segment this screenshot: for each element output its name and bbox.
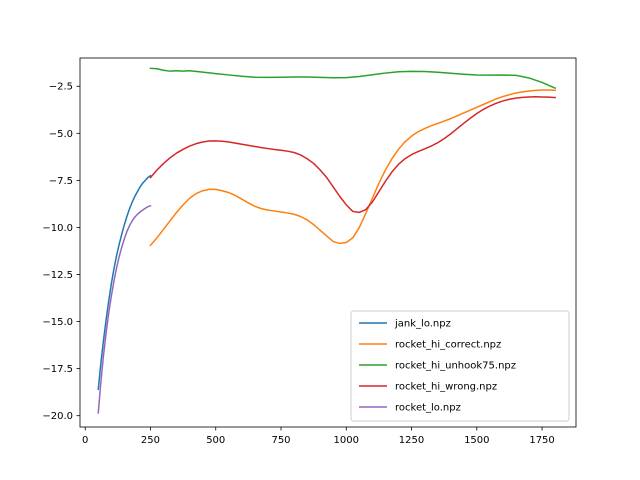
- y-tick-label: −20.0: [42, 411, 73, 422]
- x-tick-label: 1750: [529, 435, 554, 446]
- y-tick-label: −7.5: [49, 176, 73, 187]
- legend-label-3: rocket_hi_wrong.npz: [395, 382, 497, 393]
- x-tick-label: 1500: [464, 435, 489, 446]
- legend-box: [350, 310, 570, 422]
- y-tick-label: −12.5: [42, 270, 73, 281]
- x-tick-label: 1250: [399, 435, 424, 446]
- y-axis: −20.0 −17.5 −15.0 −12.5 −10.0 −7.5 −5.0 −2.5: [42, 82, 80, 422]
- legend-label-2: rocket_hi_unhook75.npz: [395, 361, 516, 372]
- series-line-2: [149, 67, 557, 90]
- plot-frame: [79, 57, 577, 428]
- x-tick-label: 500: [206, 435, 225, 446]
- y-tick-label: −5.0: [49, 129, 73, 140]
- series-line-4: [97, 204, 152, 414]
- series-line-3: [149, 96, 556, 214]
- legend-label-1: rocket_hi_correct.npz: [395, 340, 501, 351]
- x-tick-label: 0: [82, 435, 88, 446]
- x-tick-label: 250: [141, 435, 160, 446]
- series-line-1: [149, 89, 556, 247]
- legend: jank_lo.npz rocket_hi_correct.npz rocket_h…: [350, 310, 570, 422]
- x-tick-label: 750: [271, 435, 290, 446]
- y-tick-label: −2.5: [49, 82, 73, 93]
- y-tick-label: −17.5: [42, 364, 73, 375]
- series-lines: [97, 67, 557, 414]
- series-line-0: [97, 174, 152, 391]
- legend-label-0: jank_lo.npz: [394, 319, 451, 330]
- x-tick-label: 1000: [334, 435, 359, 446]
- legend-label-4: rocket_lo.npz: [395, 403, 461, 414]
- x-axis: 0 250 500 750 1000 1250 1500 1750: [82, 427, 555, 446]
- y-tick-label: −10.0: [42, 223, 73, 234]
- y-tick-label: −15.0: [42, 317, 73, 328]
